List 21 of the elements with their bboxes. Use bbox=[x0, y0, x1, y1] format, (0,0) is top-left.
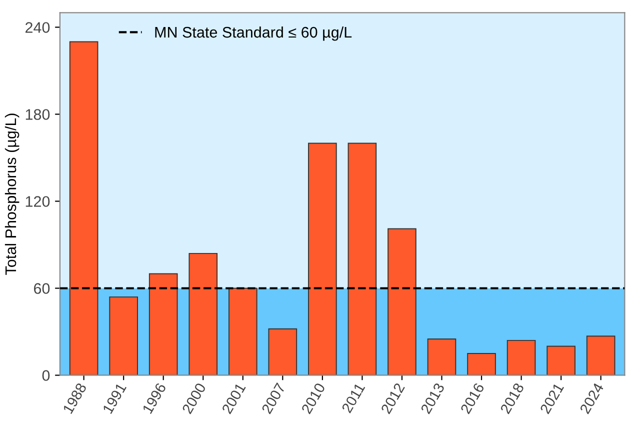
bar bbox=[228, 288, 258, 376]
bar bbox=[546, 346, 576, 376]
bar bbox=[69, 41, 98, 376]
bar bbox=[506, 340, 536, 376]
y-axis-title: Total Phosphorus (µg/L) bbox=[4, 114, 20, 275]
bar bbox=[268, 328, 298, 376]
bar bbox=[348, 142, 377, 376]
bar bbox=[308, 142, 337, 376]
y-tick-label: 0 bbox=[42, 370, 50, 381]
bar bbox=[148, 273, 178, 376]
y-tick-label: 180 bbox=[26, 109, 50, 120]
bar bbox=[388, 228, 416, 376]
y-tick-label: 60 bbox=[34, 283, 50, 294]
bar bbox=[586, 336, 616, 376]
bar bbox=[188, 252, 218, 376]
bar bbox=[427, 338, 456, 376]
y-tick-label: 240 bbox=[26, 22, 50, 33]
y-tick-label: 120 bbox=[26, 196, 50, 207]
legend-label: MN State Standard ≤ 60 µg/L bbox=[155, 26, 352, 41]
bar bbox=[467, 353, 496, 376]
bar bbox=[109, 296, 138, 376]
